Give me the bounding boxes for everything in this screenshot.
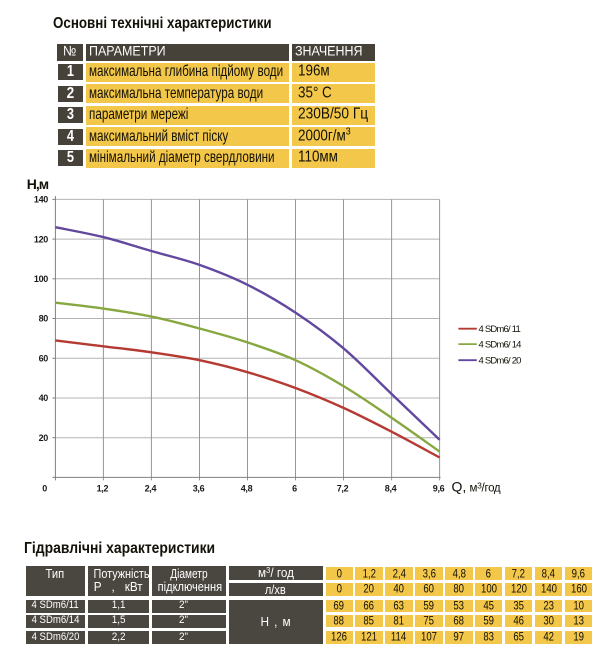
svg-text:120: 120 xyxy=(34,234,48,244)
svg-text:м3/год: м3/год xyxy=(470,480,501,494)
svg-text:20: 20 xyxy=(39,433,49,443)
svg-text:9,6: 9,6 xyxy=(433,484,445,494)
svg-text:40: 40 xyxy=(39,393,49,403)
svg-text:80: 80 xyxy=(39,314,49,324)
svg-text:4 SDm6/ 14: 4 SDm6/ 14 xyxy=(479,339,522,350)
svg-text:60: 60 xyxy=(39,354,49,364)
svg-text:Н,м: Н,м xyxy=(27,176,49,192)
svg-text:0: 0 xyxy=(42,484,47,494)
svg-text:2,4: 2,4 xyxy=(145,484,157,494)
svg-text:4 SDm6/ 20: 4 SDm6/ 20 xyxy=(479,356,522,367)
svg-text:Q,: Q, xyxy=(452,478,467,494)
svg-text:6: 6 xyxy=(292,484,297,494)
svg-text:1,2: 1,2 xyxy=(97,484,109,494)
svg-text:7,2: 7,2 xyxy=(337,484,349,494)
svg-text:4 SDm6/ 11: 4 SDm6/ 11 xyxy=(479,324,521,335)
svg-text:4,8: 4,8 xyxy=(241,484,253,494)
svg-text:140: 140 xyxy=(34,195,48,205)
svg-text:100: 100 xyxy=(34,274,48,284)
svg-text:8,4: 8,4 xyxy=(385,484,397,494)
svg-text:3,6: 3,6 xyxy=(193,484,205,494)
